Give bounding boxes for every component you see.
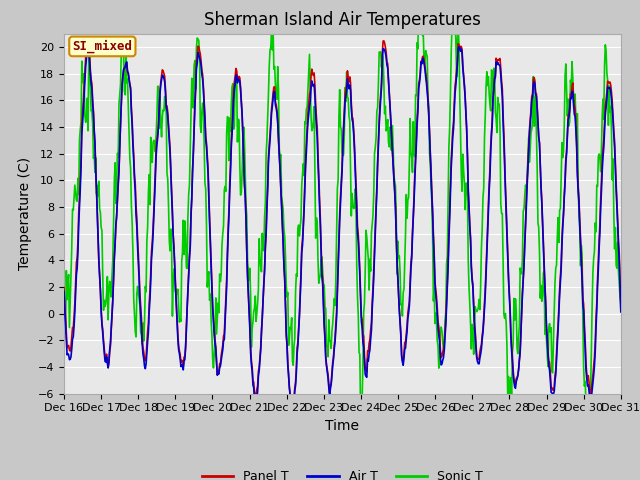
Sonic T (428, 199, 436, 204)
Panel T (83, 34, 91, 40)
Panel T (214, 368, 222, 374)
Air T (83, 43, 91, 49)
Panel T (60, 285, 68, 290)
Panel T (185, 271, 193, 276)
Air T (428, 194, 436, 200)
Panel T (128, 118, 136, 124)
Line: Air T: Air T (64, 46, 621, 412)
Air T (70, 323, 78, 329)
Sonic T (184, 214, 192, 220)
Text: SI_mixed: SI_mixed (72, 40, 132, 53)
Air T (412, 160, 419, 166)
Air T (185, 275, 193, 280)
Y-axis label: Temperature (C): Temperature (C) (18, 157, 32, 270)
Panel T (289, 408, 297, 413)
Sonic T (214, 316, 221, 322)
Sonic T (70, 194, 78, 200)
Air T (128, 122, 136, 128)
Sonic T (617, 300, 625, 305)
Sonic T (60, 290, 68, 296)
Panel T (70, 313, 78, 319)
Line: Panel T: Panel T (64, 37, 621, 410)
Line: Sonic T: Sonic T (64, 0, 621, 438)
Panel T (428, 190, 436, 195)
Air T (214, 370, 222, 376)
Air T (60, 288, 68, 294)
X-axis label: Time: Time (325, 419, 360, 433)
Title: Sherman Island Air Temperatures: Sherman Island Air Temperatures (204, 11, 481, 29)
Sonic T (127, 203, 135, 208)
Legend: Panel T, Air T, Sonic T: Panel T, Air T, Sonic T (196, 465, 488, 480)
Panel T (617, 305, 625, 311)
Air T (617, 309, 625, 315)
Air T (289, 409, 297, 415)
Sonic T (358, 435, 365, 441)
Sonic T (411, 154, 419, 160)
Panel T (412, 154, 419, 159)
